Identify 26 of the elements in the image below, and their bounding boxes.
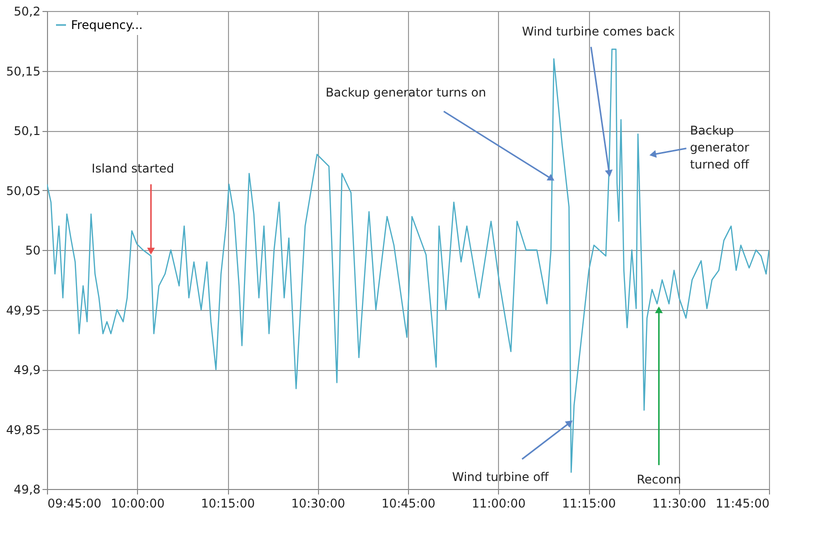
annotation: Wind turbine comes back [522,24,675,38]
y-tick-label: 50,1 [14,124,40,138]
annotation: Island started [92,162,174,176]
x-tick-label: 10:30:00 [291,496,346,510]
y-tick-label: 49,9 [14,363,40,377]
line-series [47,48,769,473]
x-tick-label: 11:45:00 [716,496,770,510]
y-tick-label: 50,2 [14,4,40,18]
annotation: Backup generator turns on [326,85,486,100]
annotation: Reconn [636,472,682,486]
y-tick-label: 49,8 [14,482,40,496]
x-tick-label: 11:15:00 [562,496,616,510]
y-tick-label: 50,05 [6,184,40,198]
y-tick-label: 50,15 [6,64,40,78]
x-tick-label: 09:45:00 [48,496,102,510]
legend-label: Frequency... [71,18,143,32]
x-tick-label: 11:30:00 [652,496,706,510]
annotation: Wind turbine off [452,470,550,484]
y-tick-label: 49,95 [6,303,40,318]
x-tick-label: 10:00:00 [110,496,165,510]
annotation: Backup generator turned off [690,124,750,172]
x-tick-label: 10:15:00 [201,496,255,510]
x-tick-label: 11:00:00 [472,496,526,510]
x-tick-label: 10:45:00 [382,496,436,510]
y-tick-label: 50 [25,244,40,258]
y-tick-label: 49,85 [6,422,40,437]
